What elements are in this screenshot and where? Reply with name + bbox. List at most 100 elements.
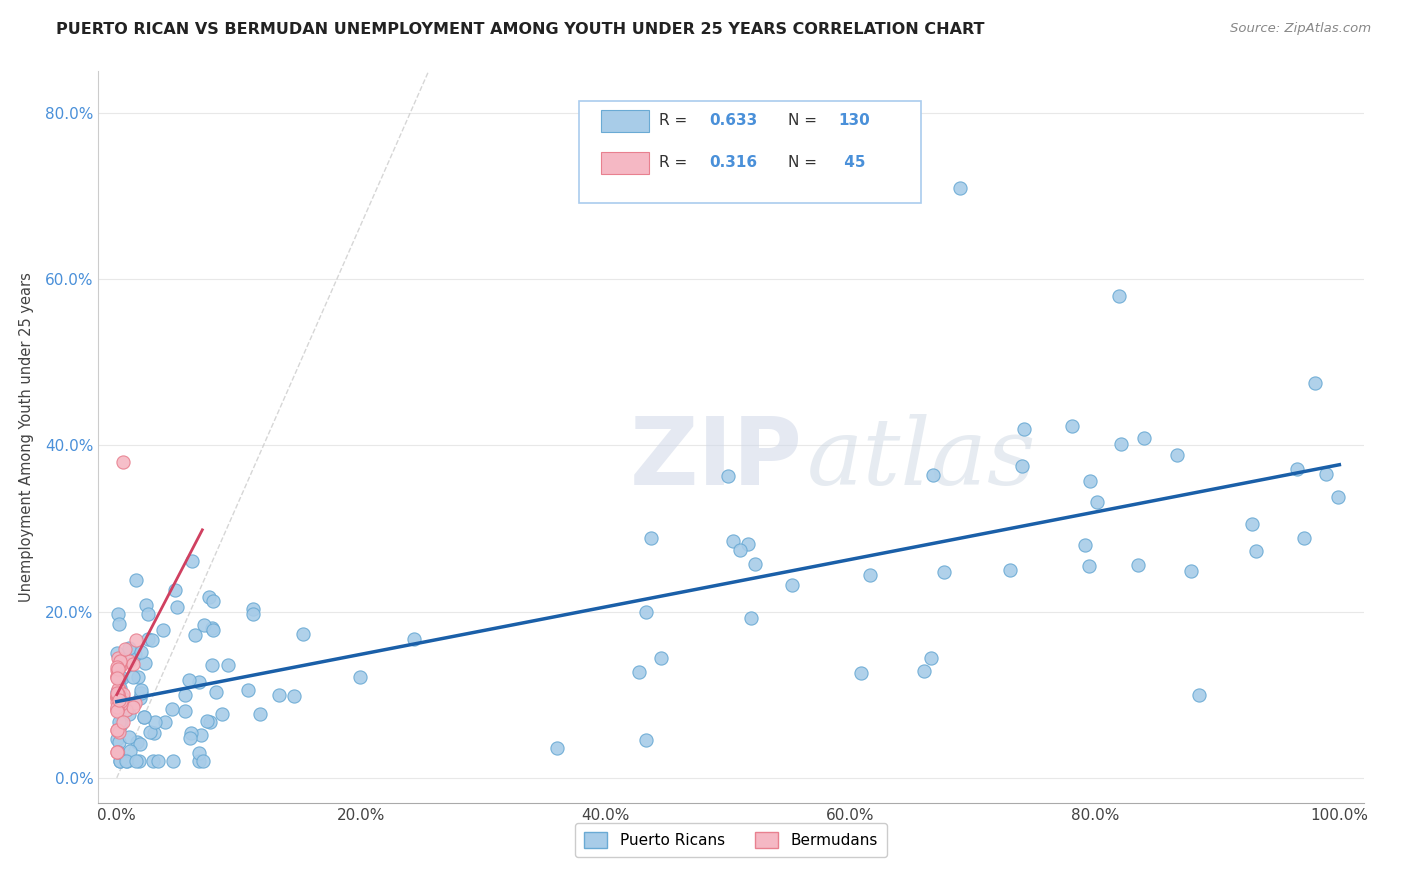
Point — [155, 714, 177, 729]
Point — [349, 670, 371, 684]
Point — [107, 686, 129, 700]
Point — [107, 669, 129, 683]
Point — [180, 726, 202, 740]
Point — [249, 707, 271, 722]
Point — [744, 557, 766, 571]
Point — [740, 611, 762, 625]
Point — [112, 715, 135, 730]
Point — [105, 660, 128, 674]
Point — [110, 681, 132, 695]
Point — [107, 682, 129, 697]
Point — [242, 607, 264, 621]
Point — [105, 703, 128, 717]
Point — [125, 754, 148, 768]
Point — [634, 732, 657, 747]
Point — [160, 702, 183, 716]
Point — [1188, 688, 1211, 702]
Point — [1303, 376, 1326, 390]
Point — [291, 627, 314, 641]
Point — [723, 533, 745, 548]
Point — [129, 738, 152, 752]
Point — [110, 715, 132, 730]
Point — [107, 688, 129, 702]
Point — [402, 632, 425, 646]
Point — [1074, 538, 1097, 552]
Point — [1128, 558, 1150, 573]
Point — [1085, 495, 1108, 509]
Point — [128, 690, 150, 705]
Point — [111, 671, 134, 685]
Point — [628, 665, 651, 680]
Text: PUERTO RICAN VS BERMUDAN UNEMPLOYMENT AMONG YOUTH UNDER 25 YEARS CORRELATION CHA: PUERTO RICAN VS BERMUDAN UNEMPLOYMENT AM… — [56, 22, 984, 37]
Point — [107, 660, 129, 674]
Point — [108, 617, 131, 632]
Point — [236, 683, 259, 698]
Point — [105, 702, 128, 716]
Point — [152, 623, 174, 637]
Point — [142, 726, 165, 740]
FancyBboxPatch shape — [600, 110, 648, 132]
Point — [269, 688, 291, 702]
Point — [105, 699, 128, 714]
Point — [998, 563, 1021, 577]
Point — [141, 633, 163, 648]
Point — [107, 687, 129, 701]
Point — [111, 455, 134, 469]
Point — [105, 731, 128, 746]
Point — [105, 686, 128, 700]
Point — [1109, 437, 1132, 451]
Point — [191, 754, 214, 768]
Point — [107, 745, 129, 759]
Point — [124, 696, 146, 710]
Point — [205, 685, 228, 699]
Point — [110, 697, 132, 711]
Point — [201, 657, 224, 672]
Point — [1327, 490, 1350, 504]
Point — [117, 701, 139, 715]
Text: ZIP: ZIP — [630, 413, 803, 505]
Point — [177, 673, 200, 687]
Point — [849, 666, 872, 681]
Point — [1060, 419, 1083, 434]
Point — [283, 689, 305, 703]
Point — [730, 543, 752, 558]
Point — [636, 605, 658, 619]
Point — [1078, 559, 1101, 574]
Point — [128, 754, 150, 768]
Point — [146, 754, 169, 768]
Point — [1080, 475, 1102, 489]
Point — [115, 754, 138, 768]
Point — [912, 664, 935, 678]
Point — [132, 709, 155, 723]
Point — [921, 468, 943, 483]
Point — [105, 671, 128, 685]
Point — [118, 645, 141, 659]
Point — [105, 745, 128, 759]
Point — [132, 710, 155, 724]
Point — [138, 724, 160, 739]
Point — [183, 628, 205, 642]
Text: 45: 45 — [838, 155, 865, 170]
Point — [125, 632, 148, 647]
Point — [111, 687, 134, 701]
Point — [920, 650, 942, 665]
Point — [179, 731, 201, 746]
Point — [163, 582, 186, 597]
Point — [115, 754, 138, 768]
Text: 130: 130 — [838, 113, 870, 128]
Point — [108, 714, 131, 729]
FancyBboxPatch shape — [579, 101, 921, 203]
Point — [173, 688, 195, 702]
Point — [1315, 467, 1337, 481]
Point — [142, 754, 165, 768]
Point — [105, 745, 128, 759]
Point — [187, 746, 209, 760]
Point — [780, 578, 803, 592]
Point — [110, 657, 132, 672]
Point — [105, 646, 128, 660]
Point — [107, 681, 129, 696]
Point — [1166, 448, 1188, 462]
Point — [125, 735, 148, 749]
Point — [110, 655, 132, 669]
Point — [111, 698, 134, 712]
